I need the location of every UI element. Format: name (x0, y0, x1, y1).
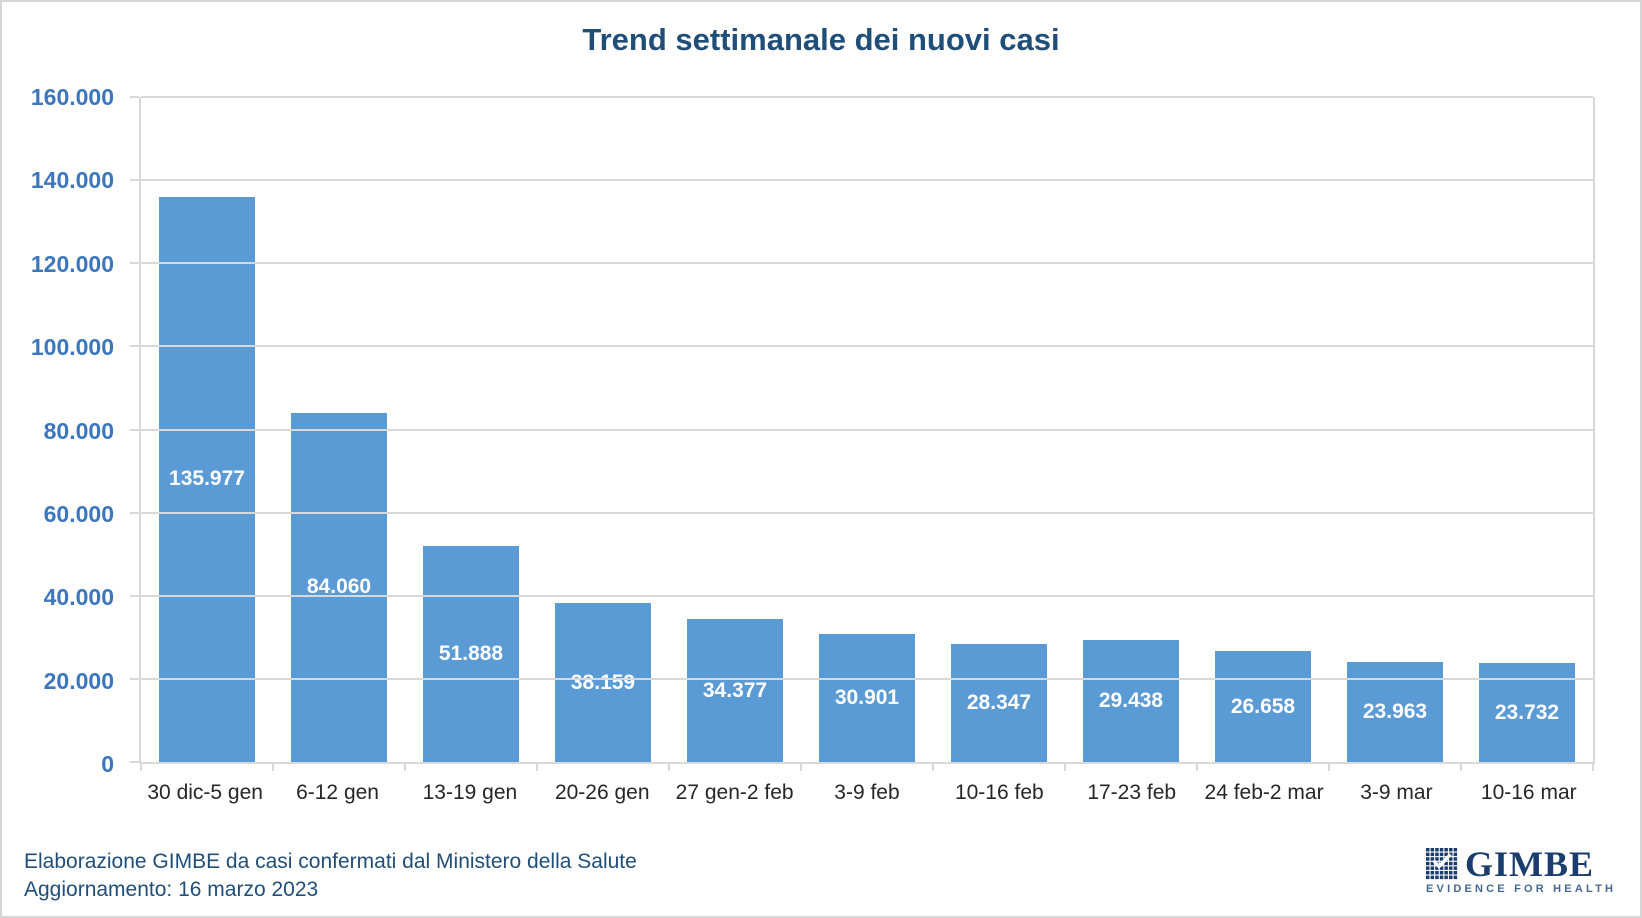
x-axis-tick (1196, 762, 1198, 771)
y-axis-tick (130, 677, 139, 680)
y-axis-tick (130, 511, 139, 514)
bar-slot: 38.159 (537, 97, 669, 762)
bar-value-label: 34.377 (702, 678, 768, 702)
bar-value-label: 26.658 (1230, 694, 1296, 718)
y-axis-tick-label: 120.000 (30, 250, 114, 277)
x-axis-tick (668, 762, 670, 771)
x-axis-label: 17-23 feb (1087, 781, 1177, 804)
x-axis-tick (1064, 762, 1066, 771)
x-axis-tick (404, 762, 406, 771)
y-axis-tick-label: 40.000 (43, 584, 114, 611)
bar-slot: 30.901 (801, 97, 933, 762)
footer: Elaborazione GIMBE da casi confermati da… (24, 848, 637, 904)
x-axis-tick (272, 762, 274, 771)
plot-area: 135.977 84.060 51.888 38.159 34.377 30.901 28.… (130, 96, 1595, 771)
bar-value-label: 29.438 (1098, 688, 1164, 712)
y-axis: 0 20.000 40.000 60.000 80.000 100.000 120.000 1… (2, 84, 114, 777)
x-axis-tick (932, 762, 934, 771)
x-axis-label: 24 feb-2 mar (1204, 781, 1324, 804)
x-axis-label: 6-12 gen (296, 781, 379, 804)
bar-slot: 135.977 (141, 97, 273, 762)
y-axis-tick-label: 20.000 (43, 667, 114, 694)
y-axis-tick (130, 345, 139, 348)
y-axis-tick (130, 594, 139, 597)
y-axis-tick (130, 428, 139, 431)
gridline (141, 428, 1593, 431)
y-axis-tick (130, 96, 139, 98)
bar: 34.377 (687, 619, 783, 762)
gimbe-logo: GIMBE EVIDENCE FOR HEALTH (1426, 844, 1617, 895)
bar-slot: 26.658 (1197, 97, 1329, 762)
chart-title: Trend settimanale dei nuovi casi (582, 22, 1060, 57)
footer-source-line: Elaborazione GIMBE da casi confermati da… (24, 850, 637, 873)
x-axis-tick (1328, 762, 1330, 771)
gimbe-logo-icon (1426, 848, 1458, 880)
logo-check-icon (1432, 853, 1452, 869)
x-axis-label: 10-16 mar (1480, 781, 1577, 804)
bar: 38.159 (555, 603, 651, 762)
gridline (141, 677, 1593, 680)
y-axis-tick (130, 179, 139, 182)
x-axis-label: 10-16 feb (954, 781, 1044, 804)
x-axis-label: 30 dic-5 gen (147, 781, 263, 804)
x-axis-tick (1592, 762, 1594, 771)
x-axis: 30 dic-5 gen 6-12 gen 13-19 gen 20-26 gen 27… (139, 778, 1595, 808)
bar-value-label: 23.963 (1362, 700, 1428, 724)
x-axis-label: 20-26 gen (554, 781, 650, 804)
bar-value-label: 135.977 (169, 467, 245, 491)
bar: 135.977 (159, 196, 255, 762)
bar: 51.888 (423, 546, 519, 762)
bar: 28.347 (951, 644, 1047, 762)
bar-value-label: 84.060 (306, 575, 372, 599)
bar-slot: 28.347 (933, 97, 1065, 762)
bar: 84.060 (291, 412, 387, 762)
x-axis-tick (800, 762, 802, 771)
bar-value-label: 23.732 (1494, 700, 1560, 724)
bar: 30.901 (819, 633, 915, 762)
y-axis-tick-label: 60.000 (43, 500, 114, 527)
gridline (141, 594, 1593, 597)
y-axis-tick-label: 80.000 (43, 417, 114, 444)
x-axis-label: 13-19 gen (422, 781, 518, 804)
gridline (141, 345, 1593, 348)
bar-slot: 34.377 (669, 97, 801, 762)
bar-slot: 51.888 (405, 97, 537, 762)
bar: 29.438 (1083, 639, 1179, 762)
y-axis-tick (130, 262, 139, 265)
gridline (141, 179, 1593, 182)
gridline (141, 96, 1593, 98)
y-axis-tick (130, 761, 139, 763)
gridline (141, 262, 1593, 265)
gridline (141, 511, 1593, 514)
bar-value-label: 28.347 (966, 691, 1032, 715)
x-axis-label: 27 gen-2 feb (675, 781, 794, 804)
gimbe-tagline: EVIDENCE FOR HEALTH (1426, 883, 1617, 895)
bar-slot: 84.060 (273, 97, 405, 762)
footer-update-line: Aggiornamento: 16 marzo 2023 (24, 878, 319, 901)
x-axis-label: 3-9 feb (834, 781, 900, 804)
gimbe-wordmark: GIMBE (1465, 844, 1595, 884)
x-axis-tick (536, 762, 538, 771)
y-axis-tick-label: 160.000 (30, 84, 114, 110)
x-axis-tick (140, 762, 142, 771)
x-axis-label: 3-9 mar (1360, 781, 1433, 804)
y-axis-tick-label: 0 (101, 751, 114, 777)
bar-slot: 29.438 (1065, 97, 1197, 762)
x-axis-tick (1460, 762, 1462, 771)
y-axis-tick-label: 100.000 (30, 334, 114, 361)
bar-value-label: 30.901 (834, 685, 900, 709)
y-axis-tick-label: 140.000 (30, 167, 114, 194)
bar-value-label: 38.159 (570, 670, 636, 694)
bar-value-label: 51.888 (438, 642, 504, 666)
bar: 26.658 (1215, 651, 1311, 762)
